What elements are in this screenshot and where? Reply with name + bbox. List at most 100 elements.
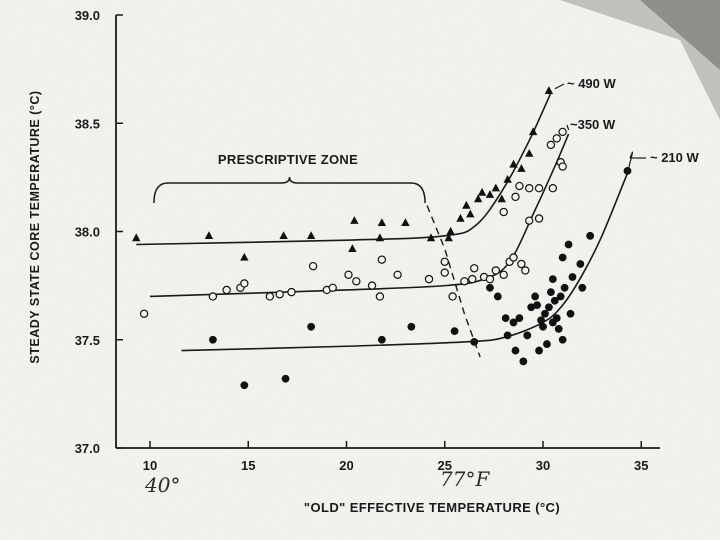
data-point-350w xyxy=(393,270,402,279)
y-tick-label: 37.0 xyxy=(75,441,100,456)
data-point-350w xyxy=(208,292,218,301)
data-point-210w xyxy=(568,273,577,281)
data-point-350w xyxy=(525,216,534,225)
data-point-350w xyxy=(240,279,249,288)
data-point-350w xyxy=(534,214,544,223)
data-point-210w xyxy=(560,283,569,292)
data-point-350w xyxy=(521,266,530,275)
data-point-490w xyxy=(466,209,475,218)
series-label-490w-leader xyxy=(554,83,565,90)
data-point-350w xyxy=(468,274,477,284)
data-points xyxy=(132,86,632,390)
data-point-210w xyxy=(519,357,528,366)
data-point-210w xyxy=(548,275,557,284)
data-point-210w xyxy=(527,303,536,312)
data-point-350w xyxy=(534,183,544,193)
data-point-490w xyxy=(477,187,487,196)
series-label-490w: ~ 490 W xyxy=(567,76,617,91)
data-point-210w xyxy=(523,331,532,340)
data-point-490w xyxy=(240,252,249,261)
data-point-210w xyxy=(564,240,573,249)
data-point-350w xyxy=(499,270,508,279)
x-tick-label: 30 xyxy=(536,458,550,473)
series-label-210w-connector xyxy=(626,151,634,174)
data-point-210w xyxy=(501,314,510,322)
data-point-350w xyxy=(558,127,567,137)
x-tick-label: 25 xyxy=(438,458,452,473)
y-axis-label: STEADY STATE CORE TEMPERATURE (°C) xyxy=(28,90,42,363)
fit-curve-210w xyxy=(181,172,629,352)
data-point-490w xyxy=(279,231,288,240)
zone-bracket xyxy=(153,176,426,204)
data-point-350w xyxy=(485,274,495,284)
data-point-210w xyxy=(537,316,545,325)
data-point-210w xyxy=(544,303,553,312)
data-point-350w xyxy=(352,277,361,286)
data-point-350w xyxy=(499,207,508,217)
data-point-490w xyxy=(426,233,436,242)
data-point-210w xyxy=(281,374,290,383)
data-point-210w xyxy=(541,309,549,318)
data-point-210w xyxy=(543,340,551,348)
data-point-210w xyxy=(558,335,567,344)
data-point-210w xyxy=(509,318,518,327)
data-point-490w xyxy=(525,148,534,157)
data-point-490w xyxy=(132,233,141,242)
data-point-350w xyxy=(367,281,377,290)
data-point-210w xyxy=(586,231,595,240)
data-point-350w xyxy=(448,292,457,301)
data-point-210w xyxy=(554,325,563,333)
data-point-210w xyxy=(515,314,524,322)
handwritten-note-right: 77°F xyxy=(440,467,490,491)
data-point-210w xyxy=(535,346,543,355)
data-point-490w xyxy=(401,218,410,227)
data-point-350w xyxy=(265,292,275,301)
data-point-490w xyxy=(503,174,512,183)
data-point-350w xyxy=(375,292,385,301)
data-point-350w xyxy=(275,290,284,299)
fit-curve-490w xyxy=(136,92,552,246)
axes xyxy=(115,14,660,449)
data-point-490w xyxy=(517,164,526,172)
data-point-350w xyxy=(222,285,231,295)
data-point-210w xyxy=(240,381,249,390)
y-tick-label: 38.0 xyxy=(75,225,100,240)
data-point-210w xyxy=(531,292,540,301)
data-point-210w xyxy=(503,331,512,340)
data-point-210w xyxy=(556,292,565,301)
data-point-210w xyxy=(576,260,585,268)
data-point-350w xyxy=(552,134,561,143)
data-point-490w xyxy=(350,216,359,224)
data-point-490w xyxy=(473,194,483,203)
data-point-350w xyxy=(558,162,567,171)
series-label-350w: ~350 W xyxy=(570,117,616,132)
handwritten-note-left: 40° xyxy=(144,473,180,497)
data-point-210w xyxy=(470,338,479,346)
data-point-210w xyxy=(407,322,416,331)
zone-boundary-dashed xyxy=(426,205,481,358)
y-tick-label: 38.5 xyxy=(75,116,100,131)
data-point-490w xyxy=(348,244,357,253)
data-point-210w xyxy=(493,292,502,301)
series-label-350w-leader xyxy=(566,124,570,131)
x-tick-label: 15 xyxy=(241,458,255,473)
data-point-350w xyxy=(470,264,479,273)
x-axis-label: "OLD" EFFECTIVE TEMPERATURE (°C) xyxy=(304,500,560,515)
data-point-350w xyxy=(515,181,524,191)
data-point-210w xyxy=(552,314,561,322)
data-point-490w xyxy=(528,127,538,136)
data-point-350w xyxy=(548,183,558,193)
data-point-490w xyxy=(444,233,453,242)
data-point-210w xyxy=(546,288,555,297)
series-labels: ~ 490 W ~350 W ~ 210 W xyxy=(554,76,700,174)
data-point-490w xyxy=(462,200,471,209)
data-point-490w xyxy=(456,213,465,222)
data-point-210w xyxy=(377,335,386,344)
data-point-210w xyxy=(511,346,520,355)
data-point-490w xyxy=(544,86,554,94)
data-point-210w xyxy=(450,327,459,335)
data-point-350w xyxy=(139,309,149,318)
